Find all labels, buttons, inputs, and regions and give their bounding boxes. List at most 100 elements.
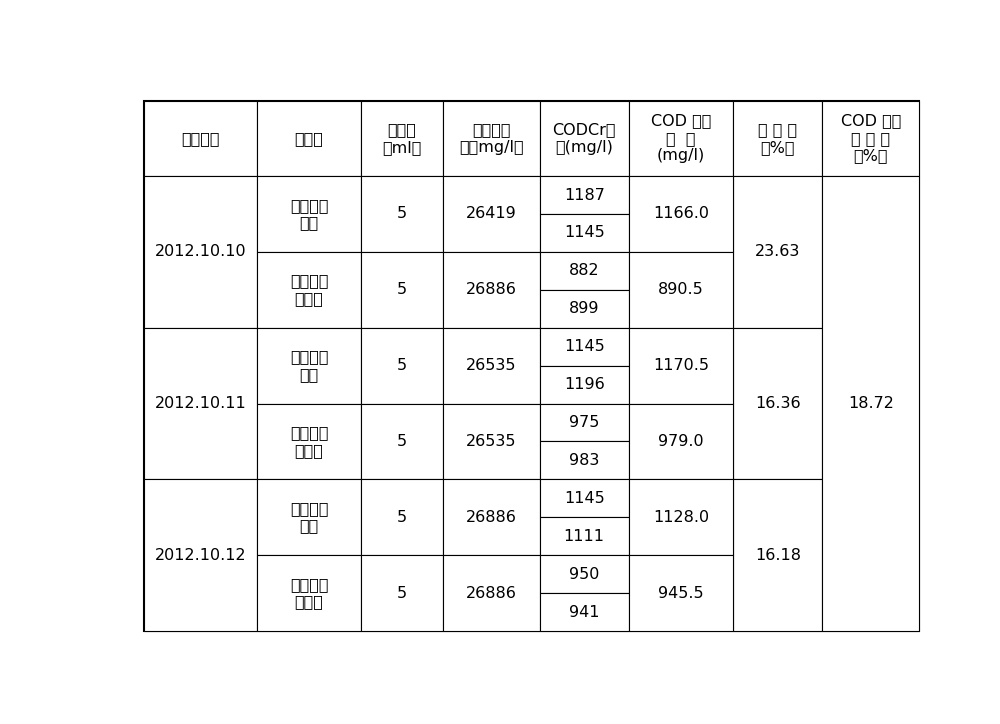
Bar bbox=[540, 593, 629, 631]
Text: CODCr浓
度(mg/l): CODCr浓 度(mg/l) bbox=[552, 122, 616, 155]
Bar bbox=[443, 328, 540, 403]
Bar bbox=[540, 290, 629, 328]
Text: 1128.0: 1128.0 bbox=[653, 510, 709, 525]
Text: 26886: 26886 bbox=[466, 510, 517, 525]
Text: 本发明处
理方法: 本发明处 理方法 bbox=[290, 425, 328, 458]
Bar bbox=[540, 366, 629, 403]
Text: COD 平均
浓  度
(mg/l): COD 平均 浓 度 (mg/l) bbox=[651, 114, 711, 164]
Text: 5: 5 bbox=[397, 434, 407, 449]
Text: 氯离子浓
度（mg/l）: 氯离子浓 度（mg/l） bbox=[459, 122, 524, 155]
Text: 本发明处
理方法: 本发明处 理方法 bbox=[290, 577, 328, 610]
Text: 1145: 1145 bbox=[564, 339, 605, 354]
Text: 975: 975 bbox=[569, 415, 599, 430]
Bar bbox=[361, 101, 443, 176]
Text: 普通处理
方法: 普通处理 方法 bbox=[290, 198, 328, 230]
Bar bbox=[629, 176, 733, 252]
Bar bbox=[629, 403, 733, 479]
Text: 26886: 26886 bbox=[466, 282, 517, 298]
Bar bbox=[257, 403, 361, 479]
Text: 5: 5 bbox=[397, 586, 407, 601]
Bar bbox=[361, 555, 443, 631]
Text: 5: 5 bbox=[397, 510, 407, 525]
Text: 979.0: 979.0 bbox=[658, 434, 704, 449]
Text: 890.5: 890.5 bbox=[658, 282, 704, 298]
Text: 26419: 26419 bbox=[466, 206, 517, 222]
Text: 1187: 1187 bbox=[564, 188, 605, 203]
Bar bbox=[257, 176, 361, 252]
Text: 23.63: 23.63 bbox=[755, 245, 801, 259]
Bar bbox=[257, 252, 361, 328]
Text: 882: 882 bbox=[569, 264, 600, 278]
Bar bbox=[144, 328, 257, 479]
Bar bbox=[257, 555, 361, 631]
Text: 2012.10.11: 2012.10.11 bbox=[155, 396, 246, 411]
Bar bbox=[144, 101, 257, 176]
Text: 26535: 26535 bbox=[466, 358, 516, 373]
Text: 2012.10.10: 2012.10.10 bbox=[155, 245, 246, 259]
Bar bbox=[540, 517, 629, 555]
Bar bbox=[822, 176, 919, 631]
Text: 去 除 率
（%）: 去 除 率 （%） bbox=[758, 122, 797, 155]
Bar bbox=[361, 252, 443, 328]
Bar bbox=[629, 555, 733, 631]
Text: 26886: 26886 bbox=[466, 586, 517, 601]
Bar bbox=[361, 328, 443, 403]
Text: 26535: 26535 bbox=[466, 434, 516, 449]
Bar bbox=[540, 479, 629, 517]
Bar bbox=[540, 555, 629, 593]
Text: 普通处理
方法: 普通处理 方法 bbox=[290, 350, 328, 382]
Text: 1145: 1145 bbox=[564, 491, 605, 506]
Bar bbox=[443, 403, 540, 479]
Bar bbox=[257, 101, 361, 176]
Text: 16.18: 16.18 bbox=[755, 547, 801, 563]
Bar bbox=[443, 555, 540, 631]
Bar bbox=[733, 479, 822, 631]
Text: 899: 899 bbox=[569, 301, 599, 316]
Bar bbox=[540, 176, 629, 214]
Bar bbox=[733, 101, 822, 176]
Text: 5: 5 bbox=[397, 358, 407, 373]
Bar bbox=[144, 479, 257, 631]
Bar bbox=[257, 328, 361, 403]
Text: 5: 5 bbox=[397, 282, 407, 298]
Bar bbox=[822, 101, 919, 176]
Bar bbox=[629, 479, 733, 555]
Bar bbox=[144, 176, 257, 328]
Text: 取样时间: 取样时间 bbox=[181, 131, 220, 146]
Text: 18.72: 18.72 bbox=[848, 396, 894, 411]
Text: 5: 5 bbox=[397, 206, 407, 222]
Text: 1196: 1196 bbox=[564, 377, 605, 392]
Text: 1111: 1111 bbox=[564, 529, 605, 544]
Bar bbox=[733, 328, 822, 479]
Bar bbox=[540, 252, 629, 290]
Bar bbox=[361, 176, 443, 252]
Bar bbox=[629, 252, 733, 328]
Bar bbox=[443, 252, 540, 328]
Bar bbox=[629, 101, 733, 176]
Bar bbox=[257, 479, 361, 555]
Text: 取样点: 取样点 bbox=[295, 131, 324, 146]
Text: 取样量
（ml）: 取样量 （ml） bbox=[382, 122, 422, 155]
Bar bbox=[540, 214, 629, 252]
Text: 941: 941 bbox=[569, 605, 599, 620]
Bar bbox=[733, 176, 822, 328]
Text: 945.5: 945.5 bbox=[658, 586, 704, 601]
Text: 本发明处
理方法: 本发明处 理方法 bbox=[290, 274, 328, 306]
Text: 1145: 1145 bbox=[564, 225, 605, 240]
Bar bbox=[540, 328, 629, 366]
Bar bbox=[443, 479, 540, 555]
Text: 1166.0: 1166.0 bbox=[653, 206, 709, 222]
Bar bbox=[361, 403, 443, 479]
Text: COD 平均
去 除 率
（%）: COD 平均 去 除 率 （%） bbox=[841, 114, 901, 164]
Bar bbox=[540, 442, 629, 479]
Text: 1170.5: 1170.5 bbox=[653, 358, 709, 373]
Text: 2012.10.12: 2012.10.12 bbox=[155, 547, 246, 563]
Bar bbox=[443, 101, 540, 176]
Text: 983: 983 bbox=[569, 453, 599, 468]
Text: 普通处理
方法: 普通处理 方法 bbox=[290, 501, 328, 534]
Bar bbox=[361, 479, 443, 555]
Bar bbox=[443, 176, 540, 252]
Bar bbox=[540, 403, 629, 442]
Bar bbox=[540, 101, 629, 176]
Bar bbox=[629, 328, 733, 403]
